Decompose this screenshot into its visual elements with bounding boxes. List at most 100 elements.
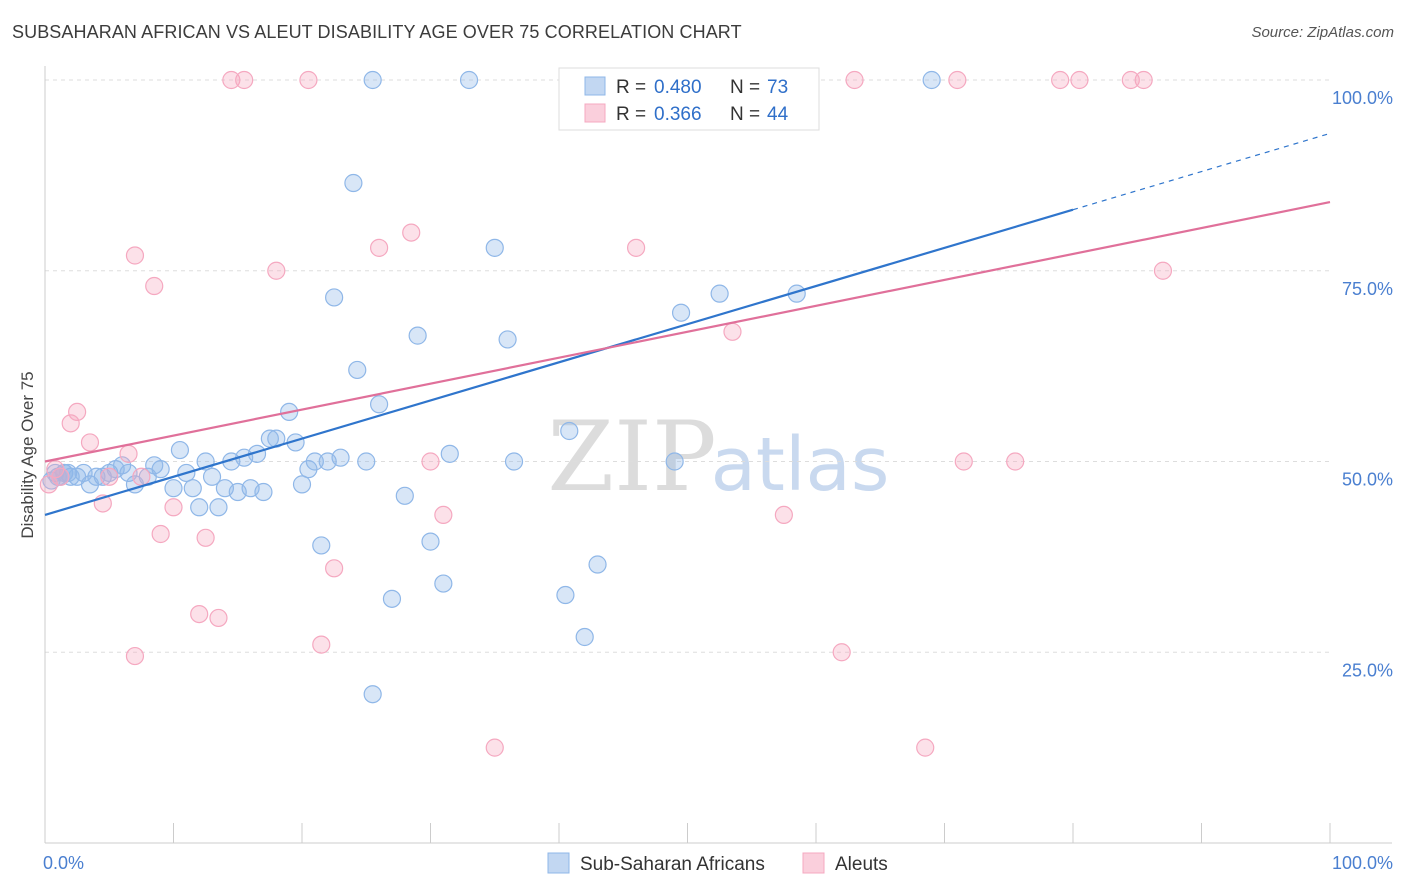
data-point	[370, 395, 389, 414]
data-point	[299, 70, 318, 90]
data-point	[209, 498, 228, 517]
data-point	[190, 604, 209, 624]
data-point	[51, 467, 70, 486]
data-point	[196, 528, 215, 547]
watermark-atlas: atlas	[711, 422, 890, 508]
data-point	[832, 643, 851, 662]
sub-saharan-trend-extension	[1072, 132, 1331, 211]
data-point	[948, 70, 967, 90]
data-point	[922, 70, 941, 90]
legend-n-value: 73	[767, 77, 788, 98]
data-point	[267, 261, 286, 280]
legend-series[interactable]: Sub-Saharan Africans Aleuts	[547, 852, 888, 875]
data-point	[325, 559, 344, 578]
data-point	[665, 452, 684, 471]
data-point	[312, 635, 331, 654]
data-point	[626, 238, 646, 257]
data-point	[344, 173, 363, 193]
y-tick-label: 50.0%	[1342, 470, 1393, 490]
data-point	[459, 70, 479, 90]
data-point	[723, 322, 742, 341]
legend-r-value: 0.480	[654, 77, 702, 98]
legend-swatch	[547, 852, 570, 874]
data-point	[1006, 452, 1025, 471]
data-points	[39, 70, 1173, 757]
data-point	[235, 70, 254, 90]
data-point	[325, 288, 344, 307]
legend-n-label: N =	[730, 77, 760, 98]
y-tick-label: 25.0%	[1342, 660, 1393, 680]
data-point	[254, 482, 273, 502]
data-point	[421, 452, 440, 471]
data-point	[312, 536, 331, 555]
trend-lines	[44, 132, 1331, 516]
legend-item-aleuts[interactable]: Aleuts	[802, 852, 888, 875]
data-point	[671, 303, 691, 322]
data-point	[119, 444, 138, 463]
legend-n-label: N =	[730, 104, 760, 125]
legend-r-value: 0.366	[654, 104, 702, 125]
y-tick-label: 75.0%	[1342, 279, 1393, 299]
data-point	[774, 505, 793, 525]
legend-n-value: 44	[767, 104, 789, 125]
legend-item-sub-saharan-africans[interactable]: Sub-Saharan Africans	[547, 852, 765, 875]
series-aleuts-points	[39, 70, 1173, 757]
sub-saharan-trend-line	[44, 208, 1074, 516]
data-point	[299, 460, 318, 479]
data-point	[357, 452, 376, 471]
legend-swatch	[802, 852, 825, 874]
data-point	[190, 498, 209, 517]
x-tick-label: 0.0%	[43, 853, 84, 873]
data-point	[556, 585, 575, 605]
legend-stats: R = 0.480 N = 73 R = 0.366 N = 44	[558, 67, 820, 131]
data-point	[440, 444, 459, 463]
data-point	[560, 421, 579, 441]
data-point	[331, 448, 350, 467]
watermark-zip: ZIP	[547, 401, 716, 513]
legend-swatch	[584, 76, 606, 96]
data-point	[954, 452, 973, 471]
tick-labels: 25.0% 50.0% 75.0% 100.0% 0.0% 100.0%	[43, 88, 1393, 873]
legend-r-label: R =	[616, 77, 646, 98]
data-point	[485, 238, 504, 257]
data-point	[151, 524, 170, 544]
data-point	[1051, 70, 1070, 90]
data-point	[363, 685, 382, 704]
data-point	[402, 223, 421, 242]
data-point	[1134, 70, 1153, 90]
data-point	[382, 589, 402, 608]
data-point	[588, 555, 607, 574]
data-point	[916, 738, 935, 757]
watermark: ZIP atlas	[547, 401, 889, 513]
data-point	[132, 467, 151, 486]
data-point	[1153, 261, 1173, 280]
data-point	[370, 238, 389, 257]
data-point	[164, 498, 183, 517]
data-point	[209, 608, 228, 628]
data-point	[80, 433, 100, 452]
data-point	[222, 70, 241, 90]
data-point	[68, 402, 87, 422]
chart-title: SUBSAHARAN AFRICAN VS ALEUT DISABILITY A…	[12, 22, 742, 42]
data-point	[363, 70, 382, 90]
legend-label: Aleuts	[835, 854, 888, 875]
data-point	[498, 330, 517, 349]
legend-label: Sub-Saharan Africans	[580, 854, 765, 875]
series-sub-saharan-africans-points	[42, 70, 941, 704]
data-point	[164, 479, 183, 498]
legend-swatch	[584, 103, 606, 123]
data-point	[845, 70, 864, 90]
y-tick-label: 100.0%	[1332, 88, 1393, 108]
data-point	[145, 276, 164, 296]
data-point	[183, 479, 202, 498]
data-point	[421, 532, 440, 551]
data-point	[408, 326, 427, 345]
aleut-trend-line	[44, 201, 1331, 463]
data-point	[170, 440, 190, 460]
data-point	[125, 246, 145, 265]
data-point	[485, 738, 504, 757]
axes	[44, 66, 1392, 844]
data-point	[504, 452, 524, 471]
data-point	[305, 452, 324, 471]
data-point	[710, 284, 729, 303]
